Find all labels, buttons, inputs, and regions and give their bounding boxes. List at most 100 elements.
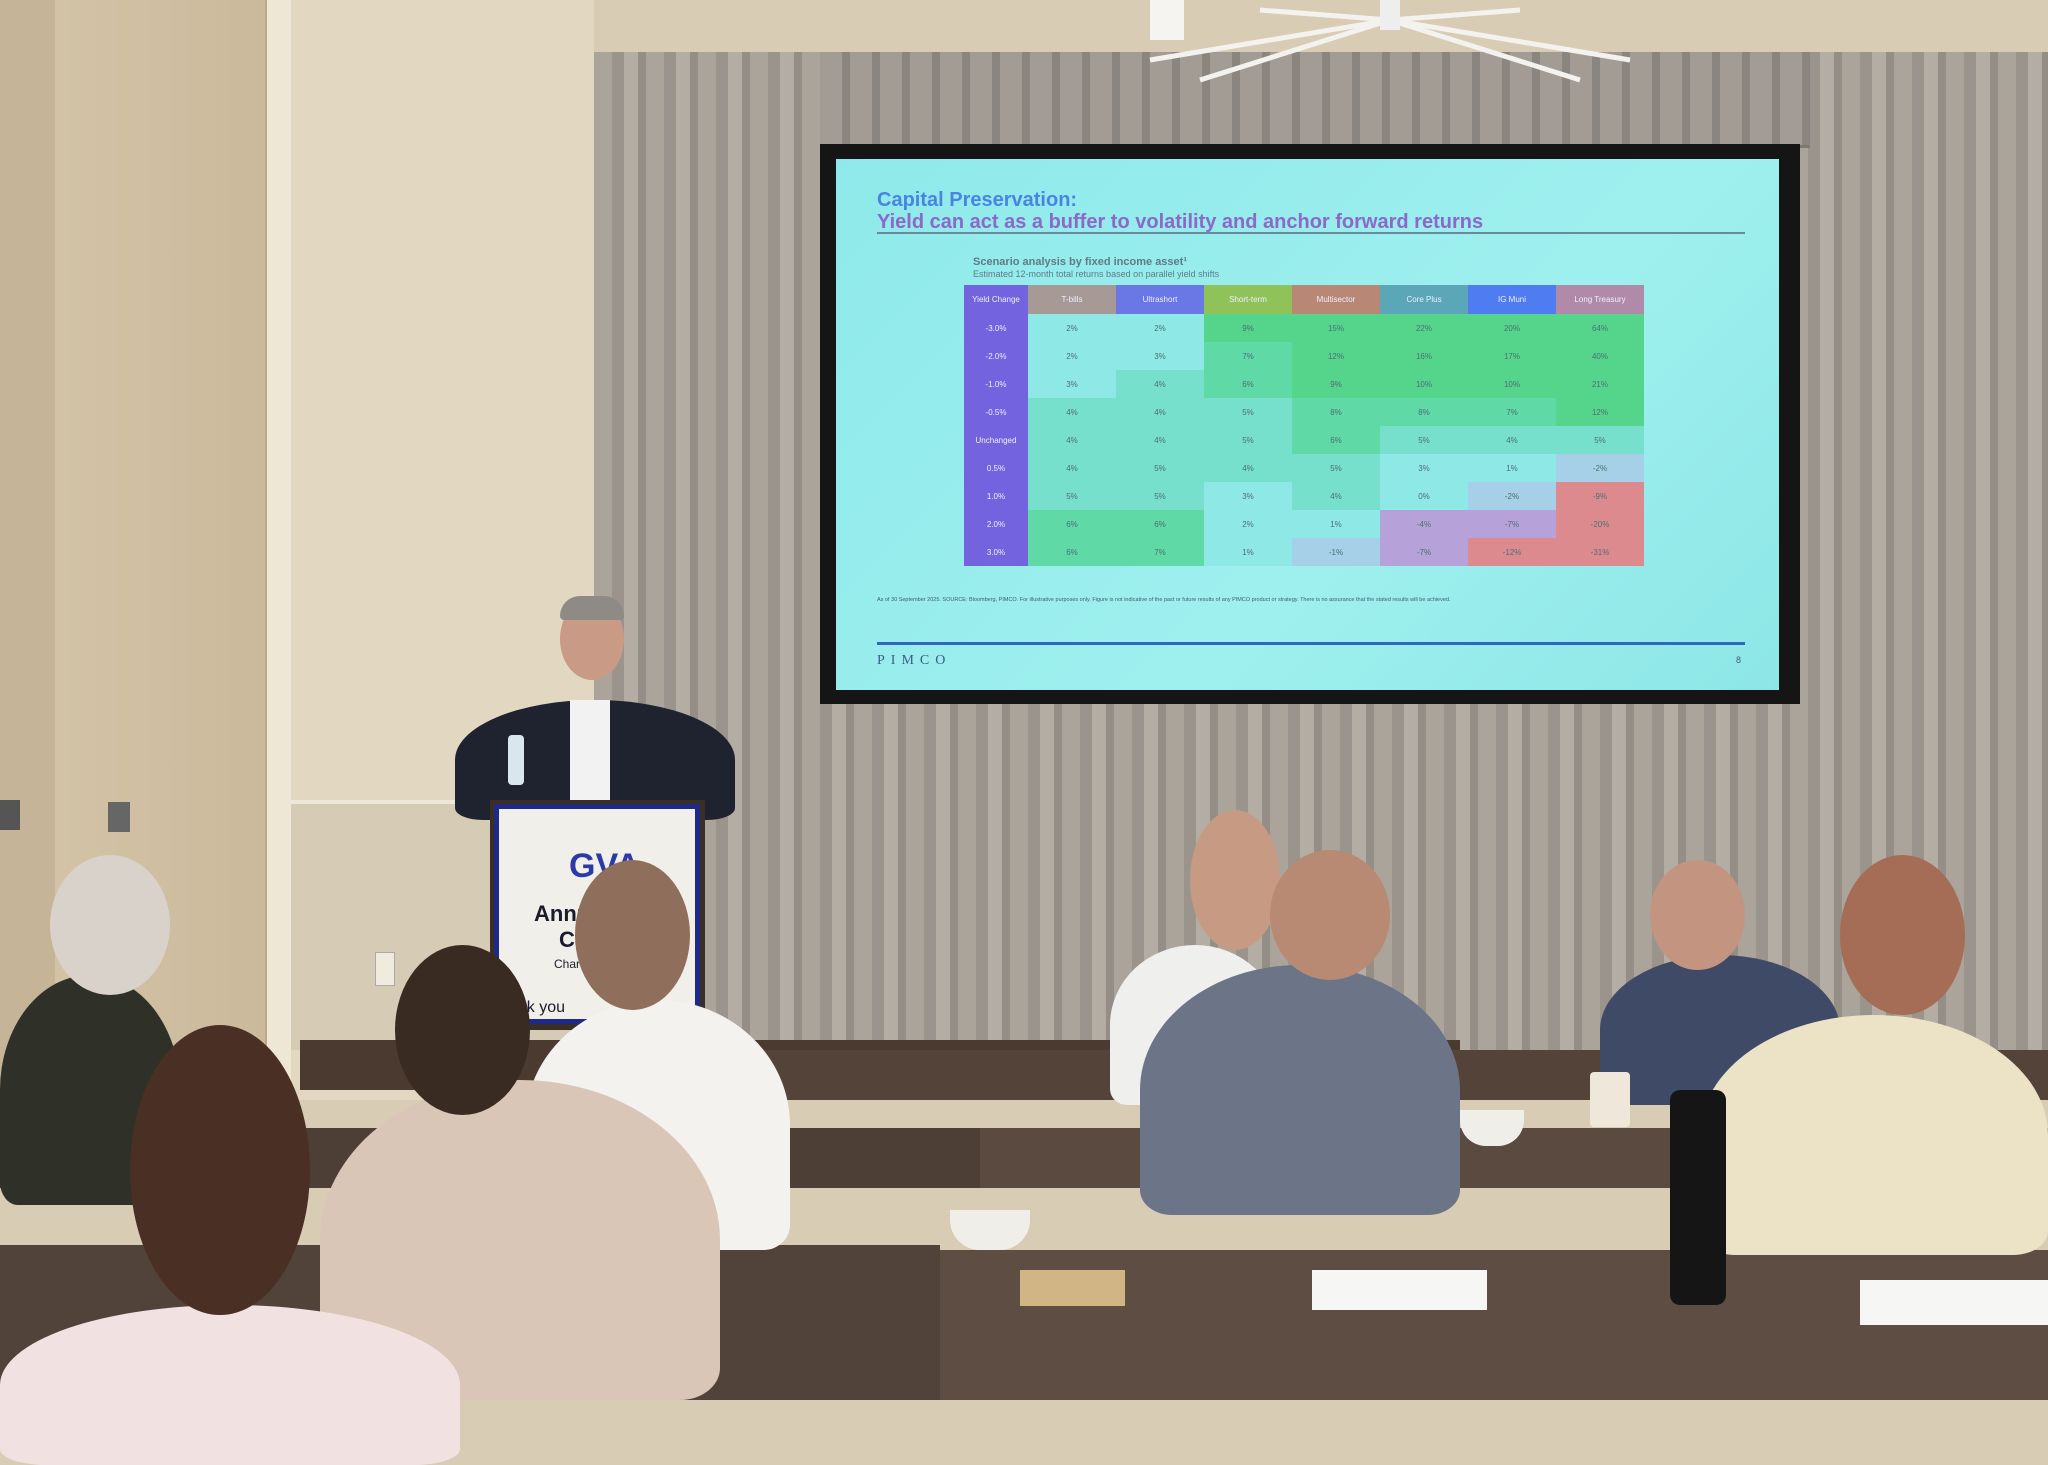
table-cell: 21%	[1556, 370, 1644, 398]
table-cell: 4%	[1292, 482, 1380, 510]
row-header: 1.0%	[964, 482, 1028, 510]
table-cell: 10%	[1468, 370, 1556, 398]
presentation-slide: Capital Preservation: Yield can act as a…	[836, 159, 1779, 690]
attendee	[1700, 1015, 2048, 1255]
table-cell: 6%	[1204, 370, 1292, 398]
attendee-head	[50, 855, 170, 995]
table-cell: 2%	[1116, 314, 1204, 342]
column-header: Short-term	[1204, 285, 1292, 314]
table-cell: -7%	[1468, 510, 1556, 538]
table-cell: 5%	[1380, 426, 1468, 454]
column-header: T-bills	[1028, 285, 1116, 314]
table-cell: 4%	[1116, 398, 1204, 426]
attendee-head	[1270, 850, 1390, 980]
table-cell: 3%	[1116, 342, 1204, 370]
table-cell: -2%	[1468, 482, 1556, 510]
table-row: -0.5% 4% 4% 5% 8% 8% 7% 12%	[964, 398, 1644, 426]
speaker-hair	[560, 596, 624, 620]
paper	[1860, 1280, 2048, 1325]
water-bottle	[1670, 1090, 1726, 1305]
table-cell: 8%	[1380, 398, 1468, 426]
table-cell: -4%	[1380, 510, 1468, 538]
table-cell: 4%	[1116, 370, 1204, 398]
table-cell: 4%	[1116, 426, 1204, 454]
table-cell: 17%	[1468, 342, 1556, 370]
table-cell: 5%	[1292, 454, 1380, 482]
column-header: Yield Change	[964, 285, 1028, 314]
row-header: -3.0%	[964, 314, 1028, 342]
attendee	[1140, 965, 1460, 1215]
attendee-head	[395, 945, 530, 1115]
chandelier	[1149, 0, 1631, 83]
water-bottle	[508, 735, 524, 785]
scenario-table: Yield Change T-bills Ultrashort Short-term M…	[964, 285, 1644, 566]
table-cell: 4%	[1468, 426, 1556, 454]
attendee-head	[1650, 860, 1745, 970]
table-cell: 10%	[1380, 370, 1468, 398]
table-row: 1.0% 5% 5% 3% 4% 0% -2% -9%	[964, 482, 1644, 510]
row-header: Unchanged	[964, 426, 1028, 454]
table-row: 0.5% 4% 5% 4% 5% 3% 1% -2%	[964, 454, 1644, 482]
table-cell: -1%	[1292, 538, 1380, 566]
table-row: 2.0% 6% 6% 2% 1% -4% -7% -20%	[964, 510, 1644, 538]
table-cell: 15%	[1292, 314, 1380, 342]
table-cell: 5%	[1204, 398, 1292, 426]
table-cell: 5%	[1204, 426, 1292, 454]
column-header: Multisector	[1292, 285, 1380, 314]
light-switch	[108, 802, 130, 832]
table-cell: 2%	[1028, 342, 1116, 370]
table-cell: 4%	[1028, 454, 1116, 482]
folder	[1020, 1270, 1125, 1306]
table-row: -3.0% 2% 2% 9% 15% 22% 20% 64%	[964, 314, 1644, 342]
table-row: -1.0% 3% 4% 6% 9% 10% 10% 21%	[964, 370, 1644, 398]
table-cell: 40%	[1556, 342, 1644, 370]
table-cell: 5%	[1556, 426, 1644, 454]
column-header: Ultrashort	[1116, 285, 1204, 314]
table-cell: 20%	[1468, 314, 1556, 342]
table-title: Scenario analysis by fixed income asset¹	[973, 256, 1187, 268]
wall-outlet	[375, 952, 395, 986]
curtain-valance	[820, 52, 1810, 148]
attendee-head	[1190, 810, 1280, 950]
table-cell: 3%	[1028, 370, 1116, 398]
table-cell: 8%	[1292, 398, 1380, 426]
table-cell: 6%	[1028, 510, 1116, 538]
table-cell: 9%	[1204, 314, 1292, 342]
table-cell: 4%	[1204, 454, 1292, 482]
wall-pillar	[0, 0, 55, 1100]
speaker-shirt	[570, 700, 610, 800]
table-cell: 3%	[1380, 454, 1468, 482]
attendee-head	[1840, 855, 1965, 1015]
table-cell: 5%	[1028, 482, 1116, 510]
table-cell: 6%	[1116, 510, 1204, 538]
table-cell: 2%	[1204, 510, 1292, 538]
attendee-head	[130, 1025, 310, 1315]
table-cell: 3%	[1204, 482, 1292, 510]
sign-text: Char	[554, 957, 581, 971]
pimco-logo: PIMCO	[877, 653, 952, 668]
slide-subtitle: Yield can act as a buffer to volatility …	[877, 211, 1484, 233]
table-cell: 2%	[1028, 314, 1116, 342]
column-header: Long Treasury	[1556, 285, 1644, 314]
table-row: Unchanged 4% 4% 5% 6% 5% 4% 5%	[964, 426, 1644, 454]
row-header: 2.0%	[964, 510, 1028, 538]
table-cell: -7%	[1380, 538, 1468, 566]
table-cell: 0%	[1380, 482, 1468, 510]
table-row: -2.0% 2% 3% 7% 12% 16% 17% 40%	[964, 342, 1644, 370]
attendee-head	[575, 860, 690, 1010]
table-cell: 12%	[1556, 398, 1644, 426]
footer-line	[877, 642, 1745, 645]
table-cell: 12%	[1292, 342, 1380, 370]
table-cell: -20%	[1556, 510, 1644, 538]
row-header: 3.0%	[964, 538, 1028, 566]
table-cell: 1%	[1468, 454, 1556, 482]
page-number: 8	[1736, 655, 1742, 665]
bowl	[1460, 1110, 1524, 1146]
table-cell: 1%	[1204, 538, 1292, 566]
column-header: IG Muni	[1468, 285, 1556, 314]
table-cell: 4%	[1028, 398, 1116, 426]
table-cell: 5%	[1116, 454, 1204, 482]
slide-title: Capital Preservation:	[877, 189, 1078, 211]
table-cell: 22%	[1380, 314, 1468, 342]
footnote: As of 30 September 2025. SOURCE: Bloombe…	[877, 597, 1451, 603]
